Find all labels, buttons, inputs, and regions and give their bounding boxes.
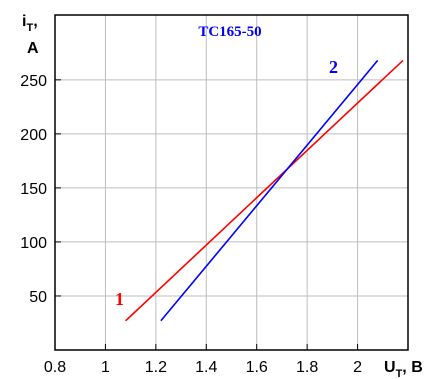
x-axis-title: UT, B (384, 359, 423, 379)
y-tick-label: 100 (20, 235, 47, 252)
x-tick-label: 2 (353, 359, 362, 376)
series-group (125, 59, 404, 322)
y-tick-label: 200 (20, 127, 47, 144)
y-axis-title: iT, (22, 13, 38, 34)
y-axis-unit: A (27, 40, 39, 57)
chart-title: TC165-50 (198, 24, 261, 40)
x-tick-label: 1.8 (296, 359, 318, 376)
series-2-label: 2 (329, 57, 338, 77)
y-tick-labels: 50 100 150 200 250 (20, 73, 47, 306)
series-1-label: 1 (115, 289, 124, 309)
plot-frame (54, 14, 409, 351)
axis-ticks (55, 79, 359, 350)
y-tick-label: 250 (20, 73, 47, 90)
x-tick-label: 1.6 (246, 359, 268, 376)
series-1-line (125, 59, 404, 322)
x-tick-labels: 0.8 1 1.2 1.4 1.6 1.8 2 (44, 359, 362, 376)
x-tick-label: 1.4 (195, 359, 217, 376)
y-tick-label: 50 (29, 289, 47, 306)
x-tick-label: 0.8 (44, 359, 66, 376)
x-tick-label: 1.2 (145, 359, 167, 376)
y-tick-label: 150 (20, 181, 47, 198)
x-tick-label: 1 (101, 359, 110, 376)
grid (55, 15, 408, 350)
series-2-line (160, 59, 379, 322)
plot-area (55, 15, 408, 350)
